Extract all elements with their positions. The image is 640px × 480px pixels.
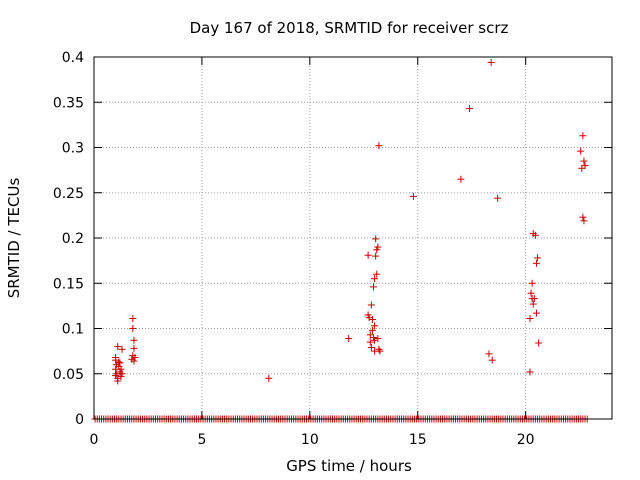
data-point [409, 192, 417, 200]
x-tick-label: 20 [517, 432, 535, 448]
data-point [581, 162, 589, 170]
data-point [375, 142, 383, 150]
data-point [374, 334, 382, 342]
data-point [114, 343, 122, 351]
data-point [117, 365, 125, 373]
x-tick-labels: 0 5 10 15 20 [90, 432, 535, 448]
x-tick-label: 15 [409, 432, 427, 448]
data-point [494, 194, 502, 202]
y-axis-title: SRMTID / TECUs [5, 178, 23, 299]
data-point [580, 217, 588, 225]
data-point [579, 132, 587, 140]
data-point [131, 353, 139, 361]
data-point [532, 309, 540, 317]
data-point [488, 356, 496, 364]
data-point [265, 374, 273, 382]
data-point [376, 347, 384, 355]
data-point [112, 356, 120, 364]
data-point [466, 105, 474, 113]
data-point [367, 344, 375, 352]
data-point [366, 338, 374, 346]
data-point [530, 295, 538, 303]
data-point [487, 58, 495, 66]
data-point [580, 157, 588, 165]
data-point [115, 358, 123, 366]
x-axis-title: GPS time / hours [286, 457, 412, 475]
y-tick-label: 0.15 [53, 276, 84, 292]
data-point [527, 289, 535, 297]
data-point [368, 326, 376, 334]
data-point [364, 251, 372, 259]
y-tick-label: 0.1 [62, 322, 84, 338]
data-point [532, 259, 540, 267]
data-point [345, 334, 353, 342]
data-point [534, 254, 542, 262]
data-points [91, 58, 591, 423]
x-tick-label: 5 [197, 432, 206, 448]
y-tick-label: 0.05 [53, 367, 84, 383]
x-tick-label: 0 [90, 432, 99, 448]
data-point [531, 231, 539, 239]
data-point [372, 235, 380, 243]
data-point [129, 315, 137, 323]
y-tick-label: 0.2 [62, 231, 84, 247]
data-point [577, 147, 585, 155]
y-tick-label: 0.35 [53, 95, 84, 111]
axis-ticks [93, 56, 612, 420]
y-tick-label: 0.3 [62, 141, 84, 157]
grid-lines [94, 57, 612, 419]
data-point [118, 345, 126, 353]
data-point [526, 315, 534, 323]
data-point [130, 357, 138, 365]
data-point [114, 377, 122, 385]
data-point [130, 344, 138, 352]
y-tick-label: 0.25 [53, 186, 84, 202]
data-point [579, 213, 587, 221]
y-tick-label: 0.4 [62, 50, 84, 66]
data-point [367, 301, 375, 309]
data-point [529, 300, 537, 308]
data-point [457, 175, 465, 183]
data-point [372, 252, 380, 260]
y-tick-labels: 0 0.05 0.1 0.15 0.2 0.25 0.3 0.35 0.4 [53, 50, 84, 428]
data-point [535, 339, 543, 347]
data-point [526, 368, 534, 376]
data-point [116, 359, 124, 367]
data-point [368, 315, 376, 323]
x-tick-label: 10 [301, 432, 319, 448]
data-point [371, 336, 379, 344]
data-point [371, 322, 379, 330]
chart-title: Day 167 of 2018, SRMTID for receiver scr… [190, 19, 509, 37]
y-tick-label: 0 [75, 412, 84, 428]
data-point [371, 275, 379, 283]
data-point [370, 283, 378, 291]
data-point [528, 279, 536, 287]
data-point [375, 345, 383, 353]
data-point [373, 270, 381, 278]
data-point [485, 350, 493, 358]
data-point [130, 336, 138, 344]
data-point [117, 372, 125, 380]
data-point [129, 325, 137, 332]
data-point [374, 243, 382, 251]
data-point [365, 314, 373, 322]
